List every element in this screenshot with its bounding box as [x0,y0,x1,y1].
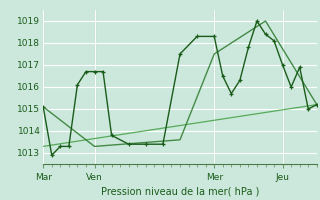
X-axis label: Pression niveau de la mer( hPa ): Pression niveau de la mer( hPa ) [101,186,259,196]
